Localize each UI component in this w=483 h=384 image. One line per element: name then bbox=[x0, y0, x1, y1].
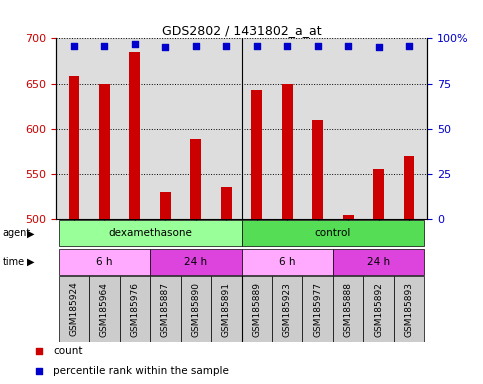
Bar bbox=[302, 276, 333, 342]
Bar bbox=[69, 76, 79, 219]
Text: GSM185893: GSM185893 bbox=[405, 281, 413, 337]
Point bbox=[344, 43, 352, 49]
Point bbox=[314, 43, 322, 49]
Point bbox=[253, 43, 261, 49]
Point bbox=[222, 43, 230, 49]
Bar bbox=[313, 120, 323, 219]
Text: GSM185964: GSM185964 bbox=[100, 282, 109, 336]
Bar bbox=[89, 276, 120, 342]
Text: GSM185891: GSM185891 bbox=[222, 281, 231, 337]
Text: count: count bbox=[53, 346, 83, 356]
Text: time: time bbox=[2, 257, 25, 267]
Point bbox=[161, 44, 169, 50]
Text: GSM185892: GSM185892 bbox=[374, 282, 383, 336]
Bar bbox=[242, 249, 333, 275]
Text: control: control bbox=[315, 228, 351, 238]
Bar bbox=[99, 84, 110, 219]
Bar bbox=[343, 215, 354, 219]
Bar bbox=[333, 276, 363, 342]
Bar bbox=[129, 52, 140, 219]
Bar bbox=[211, 276, 242, 342]
Bar bbox=[363, 276, 394, 342]
Text: 24 h: 24 h bbox=[367, 257, 390, 267]
Bar bbox=[190, 139, 201, 219]
Text: 6 h: 6 h bbox=[96, 257, 113, 267]
Text: 6 h: 6 h bbox=[279, 257, 296, 267]
Text: dexamethasone: dexamethasone bbox=[108, 228, 192, 238]
Bar bbox=[373, 169, 384, 219]
Bar bbox=[252, 90, 262, 219]
Text: GSM185923: GSM185923 bbox=[283, 282, 292, 336]
Text: GSM185888: GSM185888 bbox=[344, 281, 353, 337]
Bar bbox=[120, 276, 150, 342]
Bar bbox=[282, 84, 293, 219]
Bar bbox=[58, 249, 150, 275]
Text: GSM185977: GSM185977 bbox=[313, 281, 322, 337]
Point bbox=[70, 43, 78, 49]
Bar bbox=[150, 276, 181, 342]
Point bbox=[375, 44, 383, 50]
Text: agent: agent bbox=[2, 228, 30, 238]
Title: GDS2802 / 1431802_a_at: GDS2802 / 1431802_a_at bbox=[162, 24, 321, 37]
Text: GSM185890: GSM185890 bbox=[191, 281, 200, 337]
Text: GSM185924: GSM185924 bbox=[70, 282, 78, 336]
Text: percentile rank within the sample: percentile rank within the sample bbox=[53, 366, 229, 376]
Text: 24 h: 24 h bbox=[184, 257, 207, 267]
Text: ▶: ▶ bbox=[27, 228, 34, 238]
Point bbox=[35, 367, 43, 374]
Point bbox=[405, 43, 413, 49]
Bar bbox=[221, 187, 231, 219]
Bar bbox=[58, 220, 242, 246]
Bar bbox=[242, 220, 425, 246]
Point bbox=[131, 41, 139, 47]
Point bbox=[35, 348, 43, 354]
Text: GSM185889: GSM185889 bbox=[252, 281, 261, 337]
Bar bbox=[150, 249, 242, 275]
Point bbox=[100, 43, 108, 49]
Bar bbox=[394, 276, 425, 342]
Bar bbox=[404, 156, 414, 219]
Text: GSM185976: GSM185976 bbox=[130, 281, 139, 337]
Text: ▶: ▶ bbox=[27, 257, 34, 267]
Point bbox=[284, 43, 291, 49]
Bar bbox=[181, 276, 211, 342]
Bar bbox=[333, 249, 425, 275]
Text: GSM185887: GSM185887 bbox=[161, 281, 170, 337]
Point bbox=[192, 43, 199, 49]
Bar bbox=[58, 276, 89, 342]
Bar bbox=[242, 276, 272, 342]
Bar bbox=[272, 276, 302, 342]
Bar bbox=[160, 192, 170, 219]
